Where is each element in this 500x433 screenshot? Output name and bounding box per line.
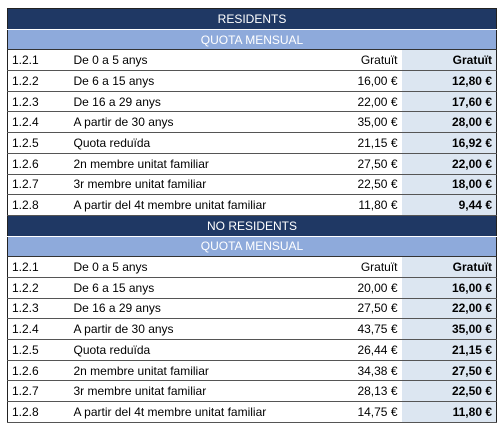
section-subheader: QUOTA MENSUAL: [7, 236, 497, 258]
section-title: RESIDENTS: [7, 8, 497, 30]
section-header: RESIDENTS: [7, 8, 497, 30]
description: De 6 a 15 anys: [69, 277, 350, 299]
discounted-price: 12,80 €: [401, 70, 497, 92]
fee-row: 1.2.8 A partir del 4t membre unitat famil…: [7, 194, 497, 216]
price: 20,00 €: [349, 277, 402, 299]
code: 1.2.4: [7, 111, 70, 134]
fee-row: 1.2.5 Quota reduïda 21,15 €16,92 €: [7, 132, 497, 154]
fee-row: 1.2.2 De 6 a 15 anys 16,00 €12,80 €: [7, 70, 497, 92]
fee-row: 1.2.4 A partir de 30 anys 35,00 €28,00 €: [7, 111, 497, 134]
code: 1.2.7: [7, 380, 70, 403]
description: De 0 a 5 anys: [69, 256, 350, 278]
section-subheader: QUOTA MENSUAL: [7, 29, 497, 51]
code: 1.2.8: [7, 194, 70, 216]
section-header: NO RESIDENTS: [7, 215, 497, 237]
description: De 6 a 15 anys: [69, 70, 350, 92]
price: Gratuït: [349, 256, 402, 278]
price: 21,15 €: [349, 132, 402, 154]
price: 26,44 €: [349, 339, 402, 361]
fee-row: 1.2.1 De 0 a 5 anys Gratuït Gratuït: [7, 49, 497, 72]
section-title: NO RESIDENTS: [7, 215, 497, 237]
code: 1.2.2: [7, 70, 70, 92]
section-subtitle: QUOTA MENSUAL: [7, 29, 497, 51]
code: 1.2.7: [7, 174, 70, 196]
fee-table: RESIDENTS QUOTA MENSUAL 1.2.1 De 0 a 5 anys…: [7, 8, 497, 423]
code: 1.2.6: [7, 153, 70, 175]
discounted-price: Gratuït: [401, 256, 497, 278]
code: 1.2.8: [7, 401, 70, 423]
price: 14,75 €: [349, 401, 402, 423]
code: 1.2.3: [7, 298, 70, 320]
fee-row: 1.2.2 De 6 a 15 anys 20,00 €16,00 €: [7, 277, 497, 299]
fee-row: 1.2.4 A partir de 30 anys 43,75 €35,00 €: [7, 318, 497, 340]
fee-row: 1.2.3 De 16 a 29 anys 22,00 €17,60 €: [7, 91, 497, 113]
price: Gratuït: [349, 49, 402, 72]
description: De 0 a 5 anys: [69, 49, 350, 72]
discounted-price: 35,00 €: [401, 318, 497, 340]
discounted-price: 21,15 €: [401, 339, 497, 361]
code: 1.2.3: [7, 91, 70, 113]
description: De 16 a 29 anys: [69, 298, 350, 320]
price: 35,00 €: [349, 111, 402, 134]
discounted-price: 22,00 €: [401, 153, 497, 175]
discounted-price: 22,50 €: [401, 380, 497, 403]
discounted-price: 11,80 €: [401, 401, 497, 423]
description: A partir del 4t membre unitat familiar: [69, 194, 350, 216]
price: 16,00 €: [349, 70, 402, 92]
price: 34,38 €: [349, 360, 402, 382]
price: 27,50 €: [349, 298, 402, 320]
fee-row: 1.2.8 A partir del 4t membre unitat famil…: [7, 401, 497, 423]
description: 3r membre unitat familiar: [69, 380, 350, 403]
description: 2n membre unitat familiar: [69, 360, 350, 382]
code: 1.2.1: [7, 49, 70, 72]
price: 43,75 €: [349, 318, 402, 340]
price: 22,50 €: [349, 174, 402, 196]
discounted-price: 22,00 €: [401, 298, 497, 320]
section-subtitle: QUOTA MENSUAL: [7, 236, 497, 258]
code: 1.2.6: [7, 360, 70, 382]
discounted-price: 16,00 €: [401, 277, 497, 299]
discounted-price: 17,60 €: [401, 91, 497, 113]
code: 1.2.4: [7, 318, 70, 340]
description: 3r membre unitat familiar: [69, 174, 350, 196]
fee-row: 1.2.5 Quota reduïda 26,44 €21,15 €: [7, 339, 497, 361]
description: A partir del 4t membre unitat familiar: [69, 401, 350, 423]
description: A partir de 30 anys: [69, 111, 350, 134]
description: De 16 a 29 anys: [69, 91, 350, 113]
code: 1.2.5: [7, 132, 70, 154]
description: Quota reduïda: [69, 339, 350, 361]
discounted-price: 18,00 €: [401, 174, 497, 196]
price: 28,13 €: [349, 380, 402, 403]
fee-row: 1.2.7 3r membre unitat familiar 28,13 €22,…: [7, 380, 497, 403]
price: 27,50 €: [349, 153, 402, 175]
description: A partir de 30 anys: [69, 318, 350, 340]
discounted-price: 27,50 €: [401, 360, 497, 382]
code: 1.2.1: [7, 256, 70, 278]
code: 1.2.5: [7, 339, 70, 361]
fee-row: 1.2.6 2n membre unitat familiar 34,38 €27,…: [7, 360, 497, 382]
fee-row: 1.2.3 De 16 a 29 anys 27,50 €22,00 €: [7, 298, 497, 320]
fee-row: 1.2.6 2n membre unitat familiar 27,50 €22,…: [7, 153, 497, 175]
description: Quota reduïda: [69, 132, 350, 154]
discounted-price: 16,92 €: [401, 132, 497, 154]
price: 11,80 €: [349, 194, 402, 216]
table-body: RESIDENTS QUOTA MENSUAL 1.2.1 De 0 a 5 anys…: [7, 8, 497, 423]
discounted-price: 28,00 €: [401, 111, 497, 134]
price: 22,00 €: [349, 91, 402, 113]
code: 1.2.2: [7, 277, 70, 299]
discounted-price: Gratuït: [401, 49, 497, 72]
discounted-price: 9,44 €: [401, 194, 497, 216]
fee-row: 1.2.1 De 0 a 5 anys Gratuït Gratuït: [7, 256, 497, 278]
fee-row: 1.2.7 3r membre unitat familiar 22,50 €18,…: [7, 174, 497, 196]
description: 2n membre unitat familiar: [69, 153, 350, 175]
